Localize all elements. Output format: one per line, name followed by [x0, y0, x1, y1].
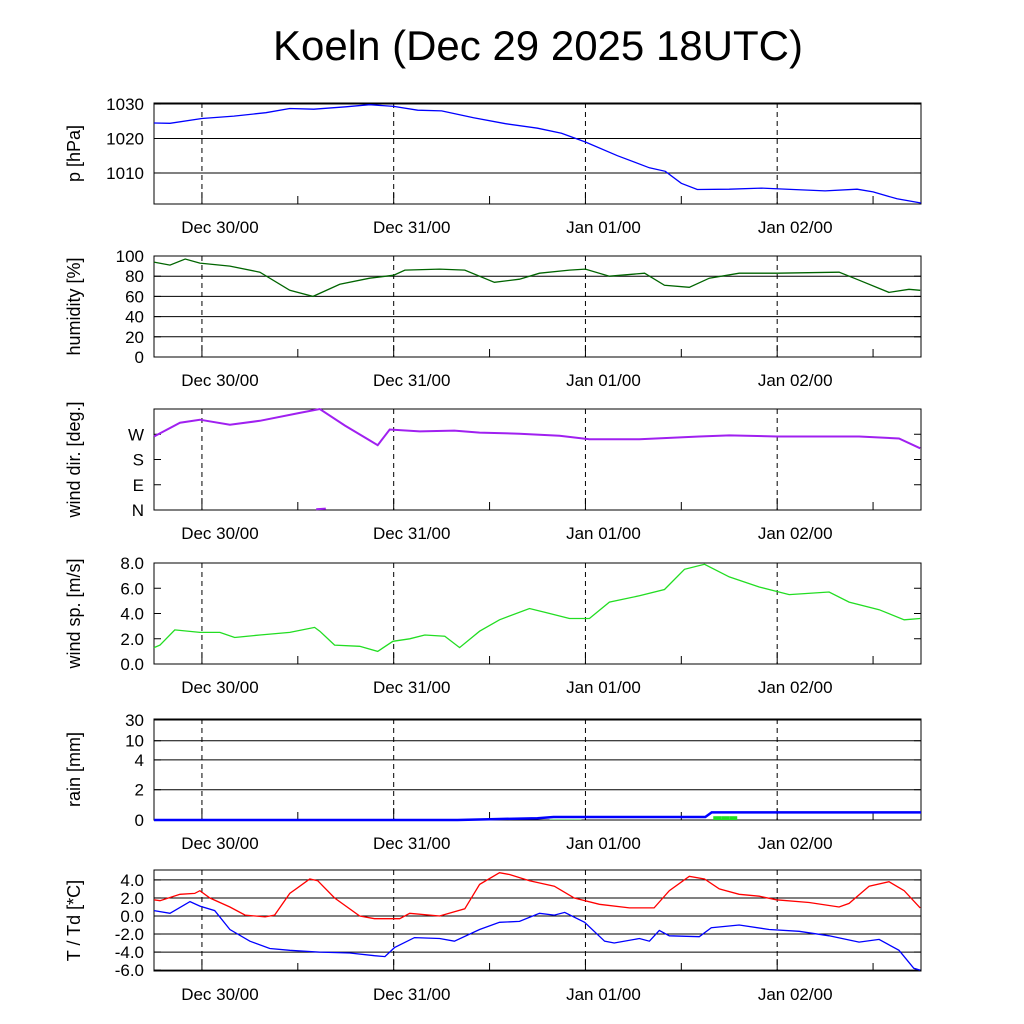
plot-frame	[153, 408, 922, 511]
x-tick-label: Dec 30/00	[181, 985, 259, 1004]
y-tick-label: 0	[135, 348, 144, 367]
panel-wind_speed: 8.0 6.0 4.0 2.0 0.0 wind sp. [m/s] Dec 30/00 De…	[64, 554, 922, 697]
x-tick-label: Jan 02/00	[758, 678, 833, 697]
series-line-wind-speed	[153, 563, 921, 653]
x-tick-label: Jan 02/00	[758, 834, 833, 853]
y-tick-label: 8.0	[120, 554, 144, 573]
series-line-td	[153, 900, 921, 971]
x-tick-label: Dec 30/00	[181, 834, 259, 853]
y-axis-label: wind sp. [m/s]	[64, 558, 84, 669]
x-tick-label: Jan 02/00	[758, 371, 833, 390]
x-tick-label: Jan 01/00	[566, 524, 641, 543]
y-tick-label: 0.0	[120, 907, 144, 926]
y-tick-label: 4.0	[120, 605, 144, 624]
y-axis-label: T / Td [*C]	[64, 880, 84, 961]
plot-frame	[153, 562, 922, 665]
y-axis-label: wind dir. [deg.]	[64, 401, 84, 518]
y-tick-label: 80	[125, 267, 144, 286]
y-tick-label: 2	[135, 781, 144, 800]
plot-frame	[153, 718, 922, 821]
x-tick-label: Dec 30/00	[181, 371, 259, 390]
y-axis-label: humidity [%]	[64, 257, 84, 355]
series-line-t	[153, 872, 921, 920]
x-tick-label: Jan 01/00	[566, 678, 641, 697]
y-tick-label: 4.0	[120, 871, 144, 890]
y-tick-label: 30	[125, 711, 144, 730]
x-tick-label: Jan 02/00	[758, 524, 833, 543]
x-tick-label: Dec 31/00	[373, 678, 451, 697]
panel-rain: 30 104 2 0 rain [mm] Dec 30/00 Dec 31/00 Jan 01…	[64, 711, 922, 853]
x-tick-label: Dec 30/00	[181, 524, 259, 543]
panel-temperature: 4.02.00.0-2.0-4.0-6.0 T / Td [*C] Dec 30/0…	[64, 869, 922, 1004]
y-tick-label: 0	[135, 811, 144, 830]
series-line-accumulated-rain	[154, 811, 921, 822]
series-line-humidity	[153, 258, 921, 298]
y-tick-label: -2.0	[115, 925, 144, 944]
y-tick-label: 1020	[106, 130, 144, 149]
plot-frame	[153, 869, 922, 972]
x-tick-label: Dec 31/00	[373, 218, 451, 237]
y-tick-label: 10	[125, 732, 144, 751]
x-tick-label: Dec 30/00	[181, 678, 259, 697]
x-tick-label: Jan 01/00	[566, 985, 641, 1004]
x-tick-label: Dec 31/00	[373, 985, 451, 1004]
y-tick-label: 20	[125, 328, 144, 347]
y-tick-label: 4	[135, 751, 144, 770]
rain-bar	[721, 816, 730, 820]
plot-frame	[153, 102, 922, 205]
y-tick-label: 1030	[106, 95, 144, 114]
x-tick-label: Dec 31/00	[373, 371, 451, 390]
chart-title: Koeln (Dec 29 2025 18UTC)	[273, 22, 803, 69]
x-tick-label: Jan 02/00	[758, 218, 833, 237]
rain-bar	[713, 816, 722, 820]
x-tick-label: Dec 31/00	[373, 834, 451, 853]
y-tick-label: 60	[125, 287, 144, 306]
series-line-wind-direction-wrapped-	[316, 507, 326, 511]
rain-bar	[729, 816, 738, 820]
y-tick-label: 100	[116, 247, 144, 266]
y-axis-label: p [hPa]	[64, 125, 84, 182]
y-tick-label: 1010	[106, 164, 144, 183]
y-tick-label: -4.0	[115, 943, 144, 962]
x-tick-label: Jan 01/00	[566, 218, 641, 237]
x-tick-label: Jan 01/00	[566, 834, 641, 853]
x-tick-label: Dec 31/00	[373, 524, 451, 543]
x-tick-label: Jan 01/00	[566, 371, 641, 390]
series-line-wind-direction	[153, 407, 921, 450]
y-tick-label: 2.0	[120, 630, 144, 649]
y-tick-label: 40	[125, 308, 144, 327]
y-tick-label: -6.0	[115, 961, 144, 980]
series-line-pressure	[153, 104, 922, 204]
y-tick-label: N	[132, 501, 144, 520]
panel-pressure: 1030 1020 1010 p [hPa] Dec 30/00 Dec 31/00 Jan…	[64, 95, 922, 237]
y-axis-label: rain [mm]	[64, 732, 84, 807]
x-tick-label: Dec 30/00	[181, 218, 259, 237]
y-tick-label: 0.0	[120, 655, 144, 674]
plot-frame	[153, 255, 922, 358]
y-tick-label: W	[128, 425, 144, 444]
y-tick-label: S	[133, 451, 144, 470]
y-tick-label: 6.0	[120, 579, 144, 598]
x-tick-label: Jan 02/00	[758, 985, 833, 1004]
y-tick-label: E	[133, 476, 144, 495]
y-tick-label: 2.0	[120, 889, 144, 908]
